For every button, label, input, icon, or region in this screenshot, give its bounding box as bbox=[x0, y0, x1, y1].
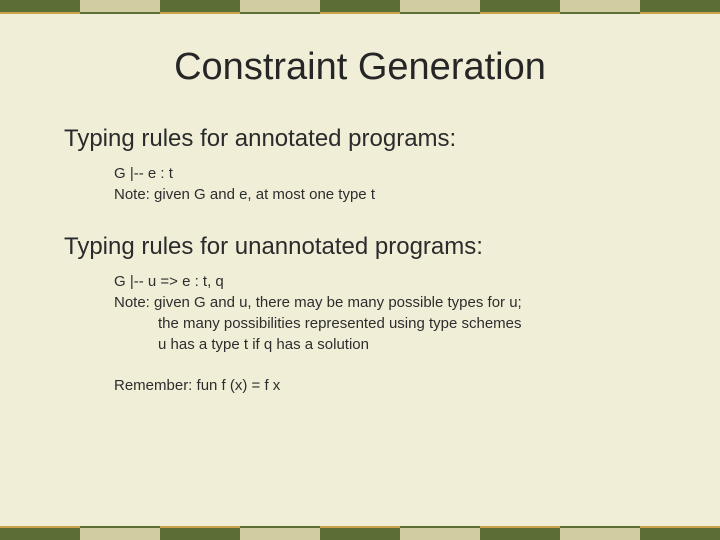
remember-line: Remember: fun f (x) = f x bbox=[114, 377, 670, 394]
stripe-segment bbox=[160, 0, 240, 14]
stripe-segment bbox=[640, 0, 720, 14]
section-annotated: Typing rules for annotated programs: G |… bbox=[50, 125, 670, 205]
stripe-segment bbox=[0, 0, 80, 14]
rule-block-unannotated: G |-- u => e : t, q Note: given G and u,… bbox=[114, 271, 670, 355]
stripe-segment bbox=[320, 526, 400, 540]
stripe-segment bbox=[560, 0, 640, 14]
stripe-segment bbox=[400, 526, 480, 540]
stripe-segment bbox=[560, 526, 640, 540]
stripe-segment bbox=[480, 0, 560, 14]
slide-title: Constraint Generation bbox=[50, 46, 670, 89]
note-unannotated-0: Note: given G and u, there may be many p… bbox=[114, 292, 670, 313]
stripe-segment bbox=[0, 526, 80, 540]
stripe-segment bbox=[160, 526, 240, 540]
note-unannotated-2: u has a type t if q has a solution bbox=[158, 334, 670, 355]
stripe-segment bbox=[240, 526, 320, 540]
slide-body: Constraint Generation Typing rules for a… bbox=[0, 14, 720, 526]
rule-block-annotated: G |-- e : t Note: given G and e, at most… bbox=[114, 163, 670, 205]
note-unannotated-1: the many possibilities represented using… bbox=[158, 313, 670, 334]
stripe-segment bbox=[320, 0, 400, 14]
stripe-segment bbox=[480, 526, 560, 540]
stripe-segment bbox=[80, 526, 160, 540]
note-annotated-0: Note: given G and e, at most one type t bbox=[114, 184, 670, 205]
rule-unannotated: G |-- u => e : t, q bbox=[114, 271, 670, 292]
section-heading-unannotated: Typing rules for unannotated programs: bbox=[64, 233, 670, 261]
stripe-segment bbox=[240, 0, 320, 14]
stripe-segment bbox=[400, 0, 480, 14]
stripe-segment bbox=[80, 0, 160, 14]
section-heading-annotated: Typing rules for annotated programs: bbox=[64, 125, 670, 153]
bottom-stripe-band bbox=[0, 526, 720, 540]
section-unannotated: Typing rules for unannotated programs: G… bbox=[50, 233, 670, 394]
top-stripe-band bbox=[0, 0, 720, 14]
stripe-segment bbox=[640, 526, 720, 540]
rule-annotated: G |-- e : t bbox=[114, 163, 670, 184]
